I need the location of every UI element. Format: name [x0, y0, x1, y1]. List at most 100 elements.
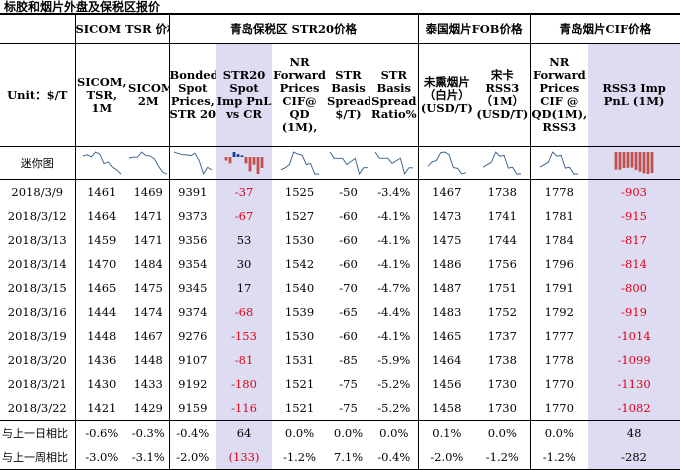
cell-str-basis-spread: -60: [339, 257, 358, 271]
sparkline-line: [483, 151, 522, 175]
cell-str-basis-spread: -50: [339, 185, 358, 199]
cell-nr-forward-rss3: 1781: [544, 209, 574, 223]
header-str20-imp-pnl: STR20 Spot Imp PnL vs CR: [216, 43, 273, 147]
cell-bonded-spot: 9391: [178, 185, 208, 199]
cell-songkhla-rss3: 1730: [475, 396, 531, 421]
comparison-row: 与上一日相比 -0.6% -0.3% -0.4% 64 0.0% 0.0% 0.0% 0.1% 0…: [0, 420, 680, 445]
table-row: 2018/3/21 1430 1433 9192 -180 1521 -75 -5.2% 145…: [0, 372, 680, 396]
cell-str-basis-ratio: -5.9%: [370, 348, 419, 372]
cell-str20-imp-pnl: 17: [216, 276, 273, 300]
cell-unsmoked-sheet: 1456: [432, 377, 462, 391]
sparkline-bar: [240, 155, 244, 158]
cell-nr-forward-rss3: 1778: [544, 185, 574, 199]
cell-sicom-1m: 1461: [87, 185, 117, 199]
cell-sicom-1m: 1464: [87, 209, 117, 223]
cell-str-basis-spread: -75: [327, 396, 371, 421]
cell-bonded-spot: 9354: [178, 257, 208, 271]
sparkline-bar: [622, 152, 626, 168]
sparkline-bar: [248, 157, 252, 172]
table-row: 2018/3/20 1436 1448 9107 -81 1531 -85 -5.9% 1464…: [0, 348, 680, 372]
cell-nr-forward-str: 1530: [284, 329, 315, 343]
cell-sicom-2m: 1471: [128, 228, 170, 252]
row-date: 2018/3/9: [0, 179, 76, 204]
sparkline-chart: [129, 151, 168, 175]
sparkline-str20-imp-pnl: [216, 146, 273, 180]
sparkline-str-basis-spread: [327, 146, 371, 180]
cell-sicom-2m: 1448: [128, 348, 170, 372]
cmp-sicom-2m: -3.1%: [128, 445, 170, 470]
sparkline-bar: [626, 152, 630, 168]
sparkline-bar: [630, 152, 634, 168]
cell-sicom-1m: 1436: [87, 353, 117, 367]
cell-songkhla-rss3: 1741: [475, 204, 531, 228]
cell-sicom-2m: 1469: [128, 179, 170, 204]
cell-bonded-spot: 9192: [178, 377, 208, 391]
cell-nr-forward-str: 1539: [284, 305, 315, 319]
sparkline-songkhla-rss3: [475, 146, 531, 180]
cell-str-basis-ratio: -4.4%: [370, 300, 419, 324]
table-row: 2018/3/15 1465 1475 9345 17 1540 -70 -4.7% 1487 1…: [0, 276, 680, 300]
cell-str20-imp-pnl: -180: [216, 372, 273, 396]
cell-bonded-spot: 9373: [178, 209, 208, 223]
page-title: 标胶和烟片外盘及保税区报价: [4, 0, 161, 14]
sparkline-bar: [646, 152, 650, 174]
cmp-str20-imp-pnl: 64: [216, 420, 273, 445]
sparkline-bar: [634, 152, 638, 170]
sparkline-bonded-spot: [169, 146, 217, 180]
cmp-nr-forward-rss3: 0.0%: [544, 426, 574, 440]
cell-songkhla-rss3: 1730: [475, 372, 531, 396]
cmp-nr-forward-str: -1.2%: [272, 445, 328, 470]
cell-str20-imp-pnl: -37: [216, 179, 273, 204]
cell-songkhla-rss3: 1738: [475, 179, 531, 204]
cell-str-basis-spread: -85: [339, 353, 358, 367]
cell-bonded-spot: 9374: [178, 305, 208, 319]
sparkline-chart: [173, 151, 212, 176]
row-date: 2018/3/13: [0, 228, 76, 252]
cell-unsmoked-sheet: 1473: [432, 209, 462, 223]
sparkline-chart: [280, 151, 319, 175]
header-sicom-2m: SICOM,TSR, 2M: [128, 43, 170, 147]
sparkline-bar: [260, 157, 264, 168]
cell-sicom-1m: 1470: [87, 257, 117, 271]
cell-str20-imp-pnl: 53: [216, 228, 273, 252]
cmp-nr-forward-rss3: -1.2%: [530, 445, 589, 470]
row-date: 2018/3/20: [0, 348, 76, 372]
sparkline-bar: [614, 152, 618, 170]
cell-rss3-imp-pnl: -1099: [588, 348, 680, 372]
cmp-sicom-2m: -0.3%: [128, 420, 170, 445]
cell-sicom-2m: 1471: [128, 204, 170, 228]
sparkline-chart: [483, 151, 522, 175]
cell-songkhla-rss3: 1744: [475, 228, 531, 252]
sparkline-line: [329, 151, 368, 176]
cell-str-basis-ratio: -5.2%: [370, 396, 419, 421]
cmp-str-basis-spread: 7.1%: [327, 445, 371, 470]
sparkline-chart: [540, 151, 579, 175]
cell-str-basis-spread: -65: [339, 305, 358, 319]
header-str-basis-spread: STR Basis Spread( $/T): [327, 43, 371, 147]
cmp-songkhla-rss3: 0.0%: [475, 420, 531, 445]
cmp-nr-forward-str: 0.0%: [284, 426, 315, 440]
cell-sicom-1m: 1421: [75, 396, 128, 421]
sparkline-sicom-1m: [75, 146, 128, 180]
cmp-unsmoked-sheet: 0.1%: [432, 426, 462, 440]
group-qingdao-str20: 青岛保税区 STR20价格: [169, 13, 419, 44]
row-date: 2018/3/21: [0, 372, 76, 396]
cell-str-basis-ratio: -3.4%: [370, 179, 419, 204]
sparkline-str-basis-ratio: [370, 146, 419, 180]
cell-rss3-imp-pnl: -1130: [588, 372, 680, 396]
cell-bonded-spot: 9345: [178, 281, 208, 295]
cell-rss3-imp-pnl: -800: [588, 276, 680, 300]
sparkline-unsmoked-sheet: [418, 146, 476, 180]
sparkline-rss3-imp-pnl: [588, 146, 680, 180]
sparkline-sicom-2m: [128, 146, 170, 180]
cell-nr-forward-rss3: 1796: [544, 257, 574, 271]
cell-rss3-imp-pnl: -1082: [588, 396, 680, 421]
sparkline-bar: [256, 157, 260, 174]
cell-sicom-1m: 1465: [87, 281, 117, 295]
cell-nr-forward-rss3: 1770: [530, 396, 589, 421]
header-str-basis-ratio: STR Basis Spread Ratio%: [370, 43, 419, 147]
cell-nr-forward-str: 1531: [284, 353, 315, 367]
table-row: 2018/3/12 1464 1471 9373 -67 1527 -60 -4.1% 1473…: [0, 204, 680, 228]
cmp-bonded-spot: -2.0%: [169, 445, 217, 470]
sparkline-bar: [638, 152, 642, 172]
